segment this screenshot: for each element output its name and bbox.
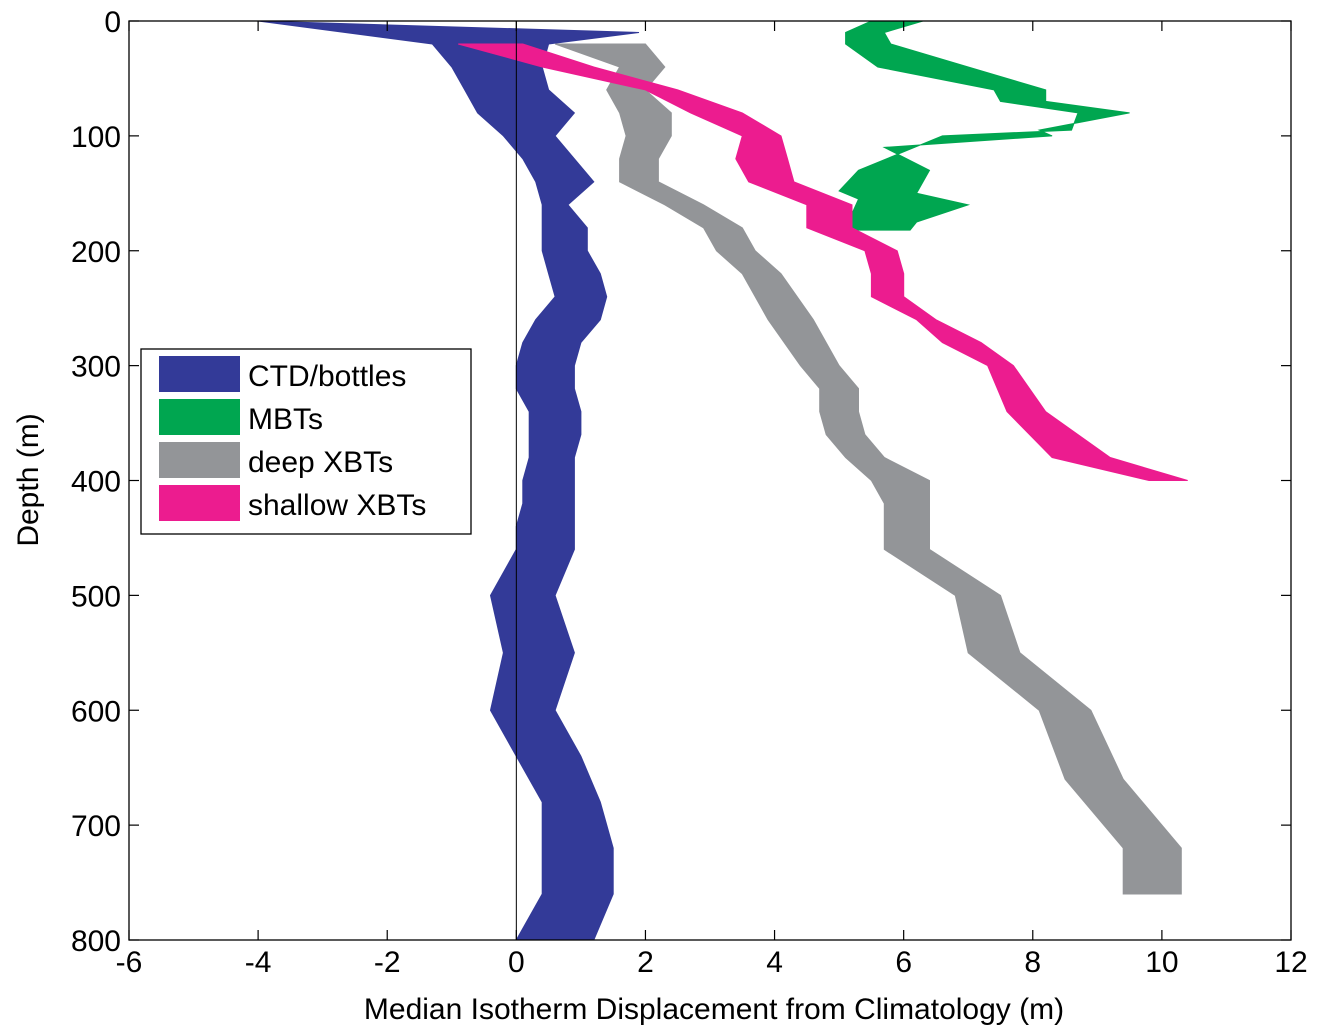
y-tick-label: 0 bbox=[104, 6, 121, 39]
y-tick-label: 300 bbox=[71, 351, 121, 384]
legend-label-mbts: MBTs bbox=[248, 403, 323, 436]
x-tick-label: -2 bbox=[374, 946, 401, 979]
legend-swatch-deep-xbts bbox=[159, 442, 240, 478]
series-band-mbts bbox=[838, 20, 1130, 231]
series-band-deep-xbts bbox=[554, 43, 1182, 895]
y-axis-label: Depth (m) bbox=[12, 413, 45, 546]
legend-swatch-shallow-xbts bbox=[159, 485, 240, 521]
legend-swatch-ctd-bottles bbox=[159, 356, 240, 392]
x-tick-label: -6 bbox=[116, 946, 143, 979]
y-tick-label: 800 bbox=[71, 925, 121, 958]
y-tick-label: 600 bbox=[71, 695, 121, 728]
y-tick-label: 700 bbox=[71, 810, 121, 843]
y-tick-label: 100 bbox=[71, 121, 121, 154]
axis-ticks bbox=[128, 20, 1292, 941]
axis-tick-labels: -6 -4 -2 0 2 4 6 8 10 12 0 100 200 300 400 500 600 700 800 bbox=[71, 6, 1308, 979]
x-tick-label: 0 bbox=[508, 946, 525, 979]
legend-label-ctd-bottles: CTD/bottles bbox=[248, 360, 406, 393]
series-bands bbox=[258, 20, 1188, 941]
legend-swatch-mbts bbox=[159, 399, 240, 435]
x-tick-label: 10 bbox=[1145, 946, 1178, 979]
x-tick-label: 12 bbox=[1274, 946, 1307, 979]
series-band-shallow-xbts bbox=[458, 43, 1188, 481]
x-tick-label: 2 bbox=[637, 946, 654, 979]
y-tick-label: 400 bbox=[71, 466, 121, 499]
x-tick-label: 6 bbox=[895, 946, 912, 979]
x-tick-label: 8 bbox=[1024, 946, 1041, 979]
x-axis-label: Median Isotherm Displacement from Climat… bbox=[364, 993, 1064, 1026]
y-tick-label: 500 bbox=[71, 580, 121, 613]
legend: CTD/bottles MBTs deep XBTs shallow XBTs bbox=[140, 348, 472, 535]
y-tick-label: 200 bbox=[71, 236, 121, 269]
x-tick-label: -4 bbox=[245, 946, 272, 979]
legend-label-shallow-xbts: shallow XBTs bbox=[248, 489, 426, 522]
x-tick-label: 4 bbox=[766, 946, 783, 979]
legend-label-deep-xbts: deep XBTs bbox=[248, 446, 393, 479]
